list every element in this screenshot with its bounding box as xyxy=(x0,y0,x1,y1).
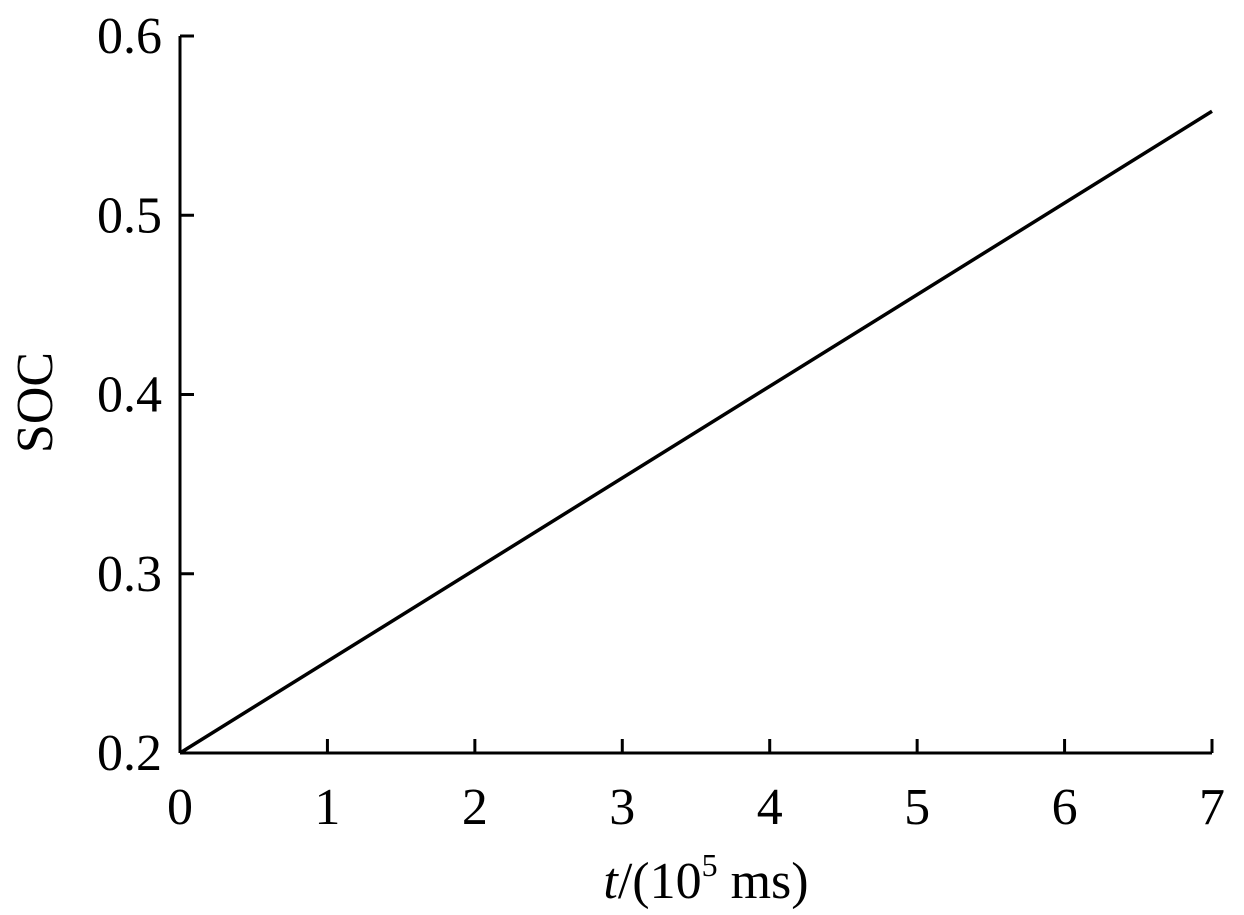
x-tick-label: 3 xyxy=(609,779,635,836)
y-axis-ticks: 0.2 0.3 0.4 0.5 0.6 xyxy=(97,8,194,782)
x-axis-label-prefix: /(10 xyxy=(618,853,702,910)
y-axis-label: SOC xyxy=(7,352,64,453)
x-axis-label-unit: ms) xyxy=(718,853,809,910)
x-tick-label: 0 xyxy=(167,779,193,836)
x-tick-label: 7 xyxy=(1199,779,1225,836)
y-tick-label: 0.5 xyxy=(97,187,162,244)
series-layer xyxy=(179,109,1213,755)
y-tick-label: 0.6 xyxy=(97,8,162,65)
y-tick-label: 0.4 xyxy=(97,367,162,424)
y-tick-label: 0.2 xyxy=(97,725,162,782)
x-tick-label: 5 xyxy=(904,779,930,836)
x-tick-label: 4 xyxy=(757,779,783,836)
x-axis-ticks: 0 1 2 3 4 5 6 7 xyxy=(167,739,1225,836)
x-axis-label-variable: t xyxy=(603,853,619,910)
x-axis-label-exponent: 5 xyxy=(702,847,718,883)
x-tick-label: 1 xyxy=(314,779,340,836)
y-tick-label: 0.3 xyxy=(97,546,162,603)
soc-series-line xyxy=(179,109,1213,755)
x-tick-label: 2 xyxy=(462,779,488,836)
x-tick-label: 6 xyxy=(1052,779,1078,836)
x-axis-label: t/(105 ms) xyxy=(603,847,808,910)
